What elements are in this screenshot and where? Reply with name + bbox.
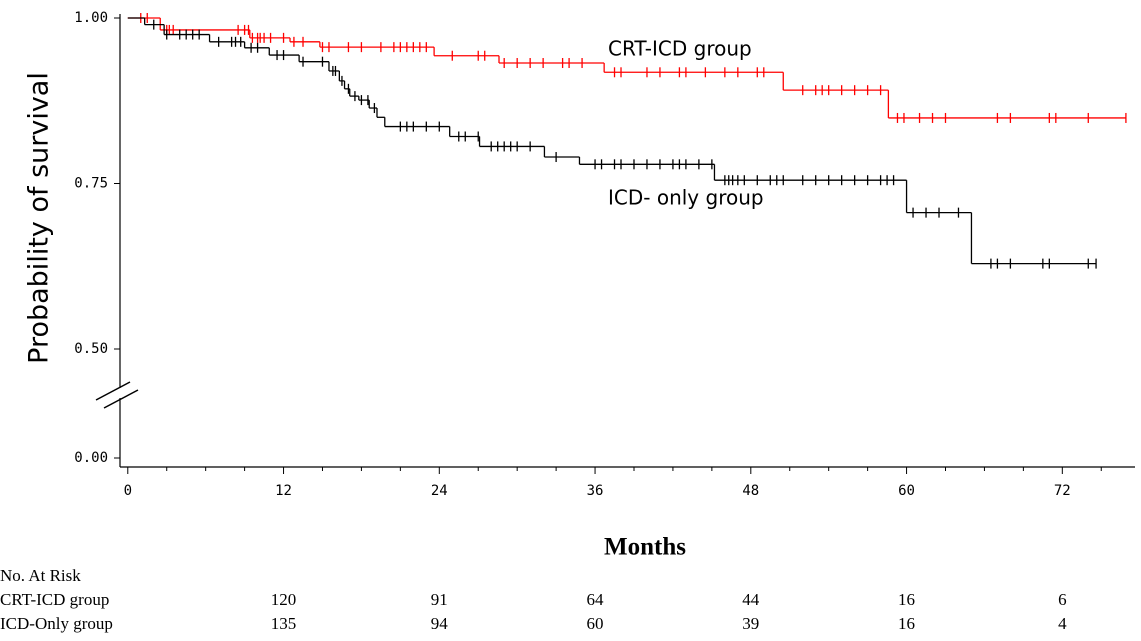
risk-count: 39	[742, 614, 759, 633]
x-tick-label: 72	[1054, 483, 1071, 499]
risk-count: 16	[898, 614, 915, 633]
y-tick-label: 1.00	[74, 10, 108, 26]
risk-count: 94	[431, 614, 449, 633]
annotation: CRT-ICD group	[608, 37, 752, 61]
x-tick-label: 24	[431, 483, 448, 499]
axis-break	[95, 381, 131, 401]
x-tick-label: 36	[587, 483, 604, 499]
risk-count: 135	[271, 614, 297, 633]
risk-row-name: CRT-ICD group	[0, 590, 109, 609]
x-tick-label: 48	[742, 483, 759, 499]
risk-count: 6	[1058, 590, 1067, 609]
axis-break	[103, 389, 139, 409]
y-tick-label: 0.50	[74, 341, 108, 357]
x-tick-label: 12	[275, 483, 292, 499]
x-tick-label: 0	[124, 483, 132, 499]
risk-count: 4	[1058, 614, 1067, 633]
risk-count: 60	[587, 614, 604, 633]
risk-count: 64	[587, 590, 605, 609]
x-tick-label: 60	[898, 483, 915, 499]
risk-count: 44	[742, 590, 760, 609]
risk-table-title: No. At Risk	[0, 566, 81, 585]
annotation: ICD- only group	[608, 186, 764, 210]
x-axis-label: Months	[604, 534, 686, 561]
risk-row-name: ICD-Only group	[0, 614, 113, 633]
y-axis-label: Probability of survival	[24, 72, 55, 364]
y-tick-label: 0.75	[74, 176, 108, 192]
risk-count: 16	[898, 590, 915, 609]
y-tick-label: 0.00	[74, 450, 108, 466]
risk-count: 120	[271, 590, 297, 609]
axis-break-gap	[108, 388, 132, 398]
risk-count: 91	[431, 590, 448, 609]
